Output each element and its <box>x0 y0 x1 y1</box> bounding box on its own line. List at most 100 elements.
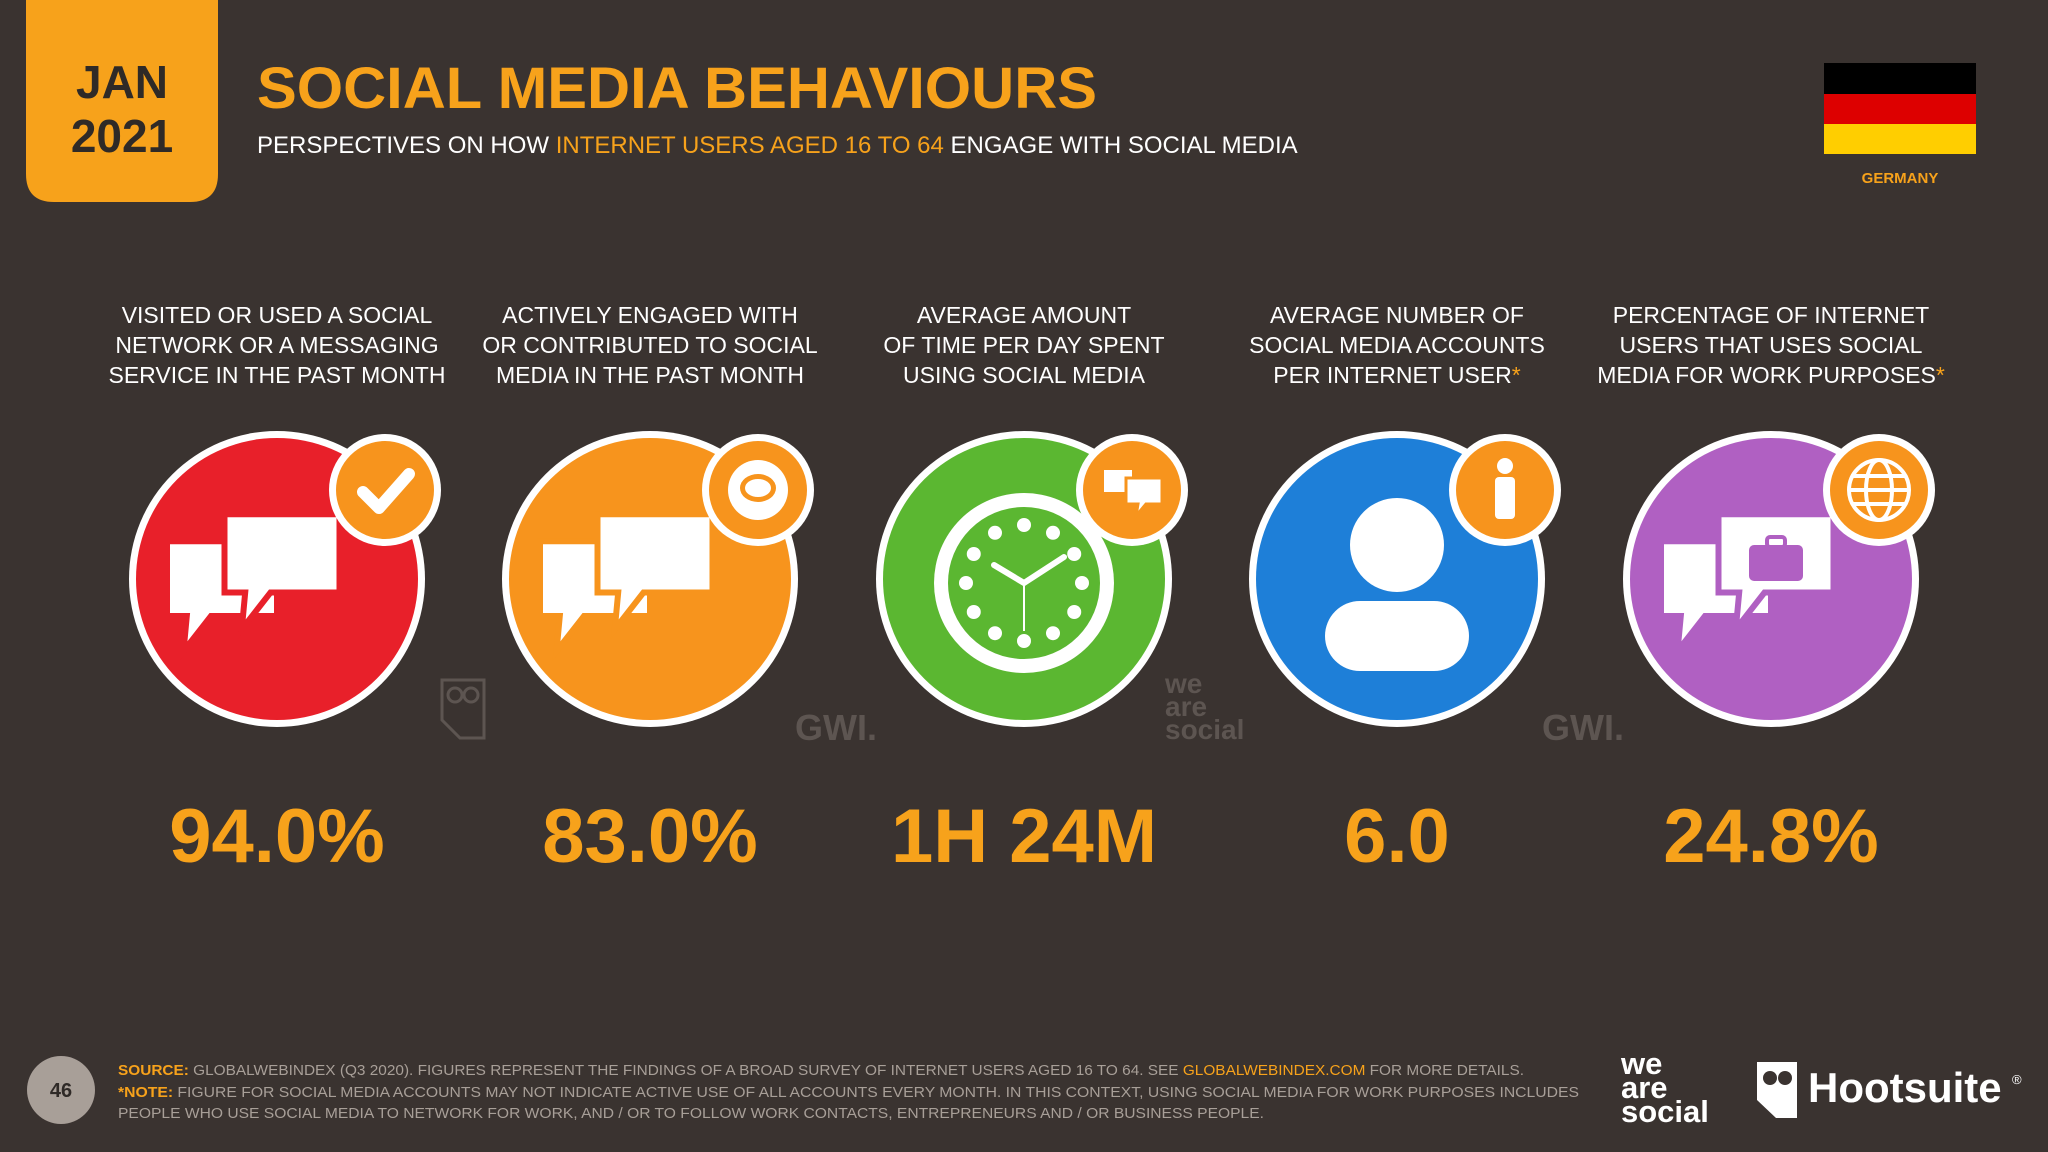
icon-clock-dot <box>988 525 1002 540</box>
stat: AVERAGE AMOUNT OF TIME PER DAY SPENT USING… <box>876 302 1188 879</box>
watermark: GWI. <box>795 707 877 748</box>
logo-text: social <box>1621 1094 1709 1129</box>
date-box <box>26 0 218 202</box>
stat-icon <box>1658 511 1837 662</box>
icon-clock-dot <box>1067 605 1082 619</box>
watermark: are <box>1165 691 1207 722</box>
stat-badge <box>702 434 814 546</box>
logo-text: we <box>1620 1046 1662 1081</box>
stat-label: AVERAGE AMOUNT OF TIME PER DAY SPENT USING… <box>883 302 1164 388</box>
stat-label-line: NETWORK OR A MESSAGING <box>115 332 438 358</box>
stat-icon <box>1325 498 1469 671</box>
stat-badge <box>1823 434 1935 546</box>
note-label: *NOTE: <box>118 1084 173 1101</box>
stat-label: ACTIVELY ENGAGED WITH OR CONTRIBUTED TO S… <box>482 302 817 388</box>
flag <box>1824 63 1976 154</box>
stat-label-line: ACTIVELY ENGAGED WITH <box>502 302 798 328</box>
watermarks: GWI. GWI. we are social <box>440 668 1624 748</box>
icon-head <box>1350 498 1444 592</box>
stat-label-line: SERVICE IN THE PAST MONTH <box>109 362 446 388</box>
badge-bubble <box>745 479 771 497</box>
subtitle-highlight: INTERNET USERS AGED 16 TO 64 <box>556 132 944 159</box>
source-label: SOURCE: <box>118 1062 189 1079</box>
stat-marker: * <box>1936 362 1945 388</box>
stat-icon <box>537 511 716 662</box>
stat-label-line: AVERAGE NUMBER OF <box>1270 302 1524 328</box>
stat-label-line: AVERAGE AMOUNT <box>917 302 1131 328</box>
stat-label-line: PER INTERNET USER <box>1273 362 1512 388</box>
logo-text: are <box>1621 1070 1668 1105</box>
note-text: FIGURE FOR SOCIAL MEDIA ACCOUNTS MAY NOT… <box>177 1084 1579 1101</box>
icon-clock-dot <box>966 605 981 619</box>
stat-label-line: USERS THAT USES SOCIAL <box>1620 332 1923 358</box>
stat-value: 83.0% <box>542 794 758 879</box>
date-month: JAN <box>76 56 168 108</box>
flag-stripe <box>1824 124 1976 154</box>
stat-label-line: OF TIME PER DAY SPENT <box>883 332 1164 358</box>
watermark: social <box>1165 714 1244 745</box>
hootsuite-owl <box>1757 1062 1797 1118</box>
stat: ACTIVELY ENGAGED WITH OR CONTRIBUTED TO S… <box>482 302 817 879</box>
stat-value: 24.8% <box>1663 794 1879 879</box>
source-text: FOR MORE DETAILS. <box>1370 1062 1524 1079</box>
stat-label-line: USING SOCIAL MEDIA <box>903 362 1146 388</box>
stat-badge <box>1449 434 1561 546</box>
stat-icon <box>164 511 343 662</box>
logo-registered: ® <box>2012 1072 2022 1087</box>
stat: PERCENTAGE OF INTERNET USERS THAT USES SO… <box>1597 302 1945 879</box>
stat: AVERAGE NUMBER OF SOCIAL MEDIA ACCOUNTS PE… <box>1249 302 1561 879</box>
stat-label-line: PERCENTAGE OF INTERNET <box>1613 302 1930 328</box>
stat-label: PERCENTAGE OF INTERNET USERS THAT USES SO… <box>1597 302 1945 388</box>
icon-clock-dot <box>959 576 973 590</box>
stat-label: VISITED OR USED A SOCIAL NETWORK OR A MES… <box>109 302 446 388</box>
flag-stripe <box>1824 63 1976 94</box>
icon-bubble <box>221 511 343 640</box>
stat-label-line: VISITED OR USED A SOCIAL <box>122 302 433 328</box>
stat-label-line: OR CONTRIBUTED TO SOCIAL <box>482 332 817 358</box>
icon-body <box>1325 601 1469 671</box>
source: SOURCE: GLOBALWEBINDEX (Q3 2020). FIGURE… <box>118 1062 1524 1079</box>
icon-clock-dot <box>1046 626 1060 641</box>
note-text: PEOPLE WHO USE SOCIAL MEDIA TO NETWORK F… <box>118 1105 1264 1122</box>
stat-label-line: MEDIA IN THE PAST MONTH <box>496 362 804 388</box>
icon-clock-dot <box>1046 525 1060 540</box>
badge-check <box>357 468 415 514</box>
icon-briefcase <box>1749 545 1803 581</box>
country: GERMANY <box>1862 170 1939 187</box>
badge-body <box>1495 477 1515 519</box>
stat-label-line: SOCIAL MEDIA ACCOUNTS <box>1249 332 1545 358</box>
badge-head <box>1497 458 1513 474</box>
stat-value: 94.0% <box>169 794 385 879</box>
stat-icon <box>934 493 1114 673</box>
flag-stripe <box>1824 94 1976 124</box>
note: *NOTE: FIGURE FOR SOCIAL MEDIA ACCOUNTS … <box>118 1084 1579 1101</box>
watermark: we <box>1164 668 1202 699</box>
date-year: 2021 <box>71 110 173 162</box>
page-number: 46 <box>50 1080 72 1102</box>
icon-bubble <box>594 511 716 640</box>
stat-badge <box>1076 434 1188 546</box>
subtitle-text: PERSPECTIVES ON HOW <box>257 132 549 159</box>
stat-label-line: MEDIA FOR WORK PURPOSES <box>1597 362 1936 388</box>
watermark: GWI. <box>1542 707 1624 748</box>
page-badge <box>27 1056 95 1124</box>
stat-value: 1H 24M <box>891 794 1157 879</box>
stat: VISITED OR USED A SOCIAL NETWORK OR A MES… <box>109 302 446 879</box>
icon-clock-dot <box>966 547 981 561</box>
subtitle-text: ENGAGE WITH SOCIAL MEDIA <box>951 132 1298 159</box>
badge-globe <box>1849 474 1909 506</box>
icon-briefcase-handle <box>1765 535 1787 549</box>
stats: VISITED OR USED A SOCIAL NETWORK OR A MES… <box>109 302 1945 879</box>
source-link: GLOBALWEBINDEX.COM <box>1183 1062 1366 1079</box>
title: SOCIAL MEDIA BEHAVIOURS <box>257 56 1097 121</box>
icon-clock-dot <box>1067 547 1082 561</box>
badge <box>336 441 434 539</box>
subtitle: PERSPECTIVES ON HOW INTERNET USERS AGED … <box>257 132 1298 159</box>
source-text: GLOBALWEBINDEX (Q3 2020). FIGURES REPRES… <box>193 1062 1178 1079</box>
stat-value: 6.0 <box>1344 794 1450 879</box>
stat-badge <box>329 434 441 546</box>
icon-clock-dot <box>1017 634 1031 648</box>
logo-hootsuite: Hootsuite <box>1808 1064 2002 1111</box>
stat-marker: * <box>1512 362 1521 388</box>
